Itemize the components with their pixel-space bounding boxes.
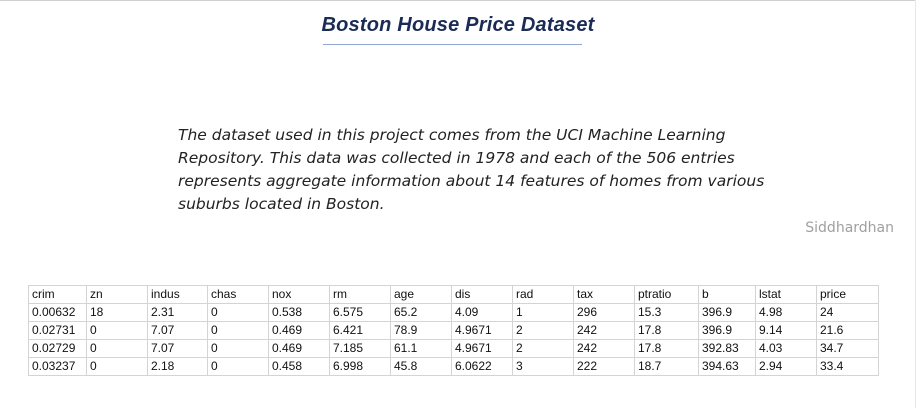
table-cell: 9.14 — [755, 321, 817, 340]
table-cell: 2.31 — [147, 303, 208, 322]
table-cell: 0 — [207, 303, 269, 322]
table-cell: 392.83 — [698, 339, 756, 358]
table-cell: 4.98 — [755, 303, 817, 322]
column-header: rad — [512, 285, 574, 304]
table-cell: 242 — [573, 339, 635, 358]
column-header: price — [816, 285, 879, 304]
table-row: 0.03237 0 2.18 0 0.458 6.998 45.8 6.0622… — [28, 357, 879, 376]
table-cell: 2 — [512, 339, 574, 358]
table-cell: 0.469 — [268, 339, 330, 358]
column-header: b — [698, 285, 756, 304]
column-header: age — [390, 285, 452, 304]
table-cell: 15.3 — [634, 303, 699, 322]
column-header: indus — [147, 285, 208, 304]
table-cell: 0 — [207, 321, 269, 340]
table-cell: 0 — [86, 321, 148, 340]
table-cell: 0.458 — [268, 357, 330, 376]
column-header: lstat — [755, 285, 817, 304]
table-cell: 61.1 — [390, 339, 452, 358]
table-row: 0.00632 18 2.31 0 0.538 6.575 65.2 4.09 … — [28, 303, 879, 322]
table-cell: 0.02731 — [28, 321, 87, 340]
table-cell: 45.8 — [390, 357, 452, 376]
table-cell: 394.63 — [698, 357, 756, 376]
table-cell: 17.8 — [634, 339, 699, 358]
table-cell: 7.07 — [147, 339, 208, 358]
page-title: Boston House Price Dataset — [321, 14, 595, 36]
table-cell: 0.03237 — [28, 357, 87, 376]
table-cell: 1 — [512, 303, 574, 322]
table-header-row: crim zn indus chas nox rm age dis rad ta… — [28, 285, 879, 304]
table-cell: 0.538 — [268, 303, 330, 322]
column-header: nox — [268, 285, 330, 304]
column-header: chas — [207, 285, 269, 304]
table-cell: 0 — [86, 339, 148, 358]
table-cell: 222 — [573, 357, 635, 376]
table-cell: 78.9 — [390, 321, 452, 340]
dataset-description: The dataset used in this project comes f… — [178, 126, 765, 213]
table-cell: 33.4 — [816, 357, 879, 376]
table-cell: 4.03 — [755, 339, 817, 358]
column-header: dis — [451, 285, 513, 304]
table-cell: 17.8 — [634, 321, 699, 340]
table-cell: 2.18 — [147, 357, 208, 376]
column-header: ptratio — [634, 285, 699, 304]
table-cell: 7.185 — [329, 339, 391, 358]
column-header: zn — [86, 285, 148, 304]
table-cell: 6.998 — [329, 357, 391, 376]
table-row: 0.02731 0 7.07 0 0.469 6.421 78.9 4.9671… — [28, 321, 879, 340]
table-cell: 296 — [573, 303, 635, 322]
table-cell: 2 — [512, 321, 574, 340]
column-header: rm — [329, 285, 391, 304]
table-cell: 0.02729 — [28, 339, 87, 358]
table-row: 0.02729 0 7.07 0 0.469 7.185 61.1 4.9671… — [28, 339, 879, 358]
table-cell: 0.469 — [268, 321, 330, 340]
title-underline — [323, 44, 582, 45]
table-cell: 34.7 — [816, 339, 879, 358]
top-divider — [0, 0, 916, 1]
column-header: crim — [28, 285, 87, 304]
table-cell: 2.94 — [755, 357, 817, 376]
table-cell: 242 — [573, 321, 635, 340]
table-cell: 4.9671 — [451, 339, 513, 358]
table-cell: 3 — [512, 357, 574, 376]
dataset-table: crim zn indus chas nox rm age dis rad ta… — [28, 285, 879, 376]
table-cell: 0 — [86, 357, 148, 376]
table-cell: 4.09 — [451, 303, 513, 322]
table-cell: 0 — [207, 339, 269, 358]
table-cell: 4.9671 — [451, 321, 513, 340]
table-cell: 6.0622 — [451, 357, 513, 376]
table-cell: 6.575 — [329, 303, 391, 322]
table-cell: 7.07 — [147, 321, 208, 340]
table-cell: 396.9 — [698, 321, 756, 340]
column-header: tax — [573, 285, 635, 304]
author-watermark: Siddhardhan — [805, 220, 894, 236]
table-cell: 396.9 — [698, 303, 756, 322]
table-cell: 24 — [816, 303, 879, 322]
table-cell: 6.421 — [329, 321, 391, 340]
table-cell: 0 — [207, 357, 269, 376]
table-cell: 0.00632 — [28, 303, 87, 322]
table-cell: 18.7 — [634, 357, 699, 376]
table-cell: 65.2 — [390, 303, 452, 322]
table-cell: 21.6 — [816, 321, 879, 340]
table-cell: 18 — [86, 303, 148, 322]
